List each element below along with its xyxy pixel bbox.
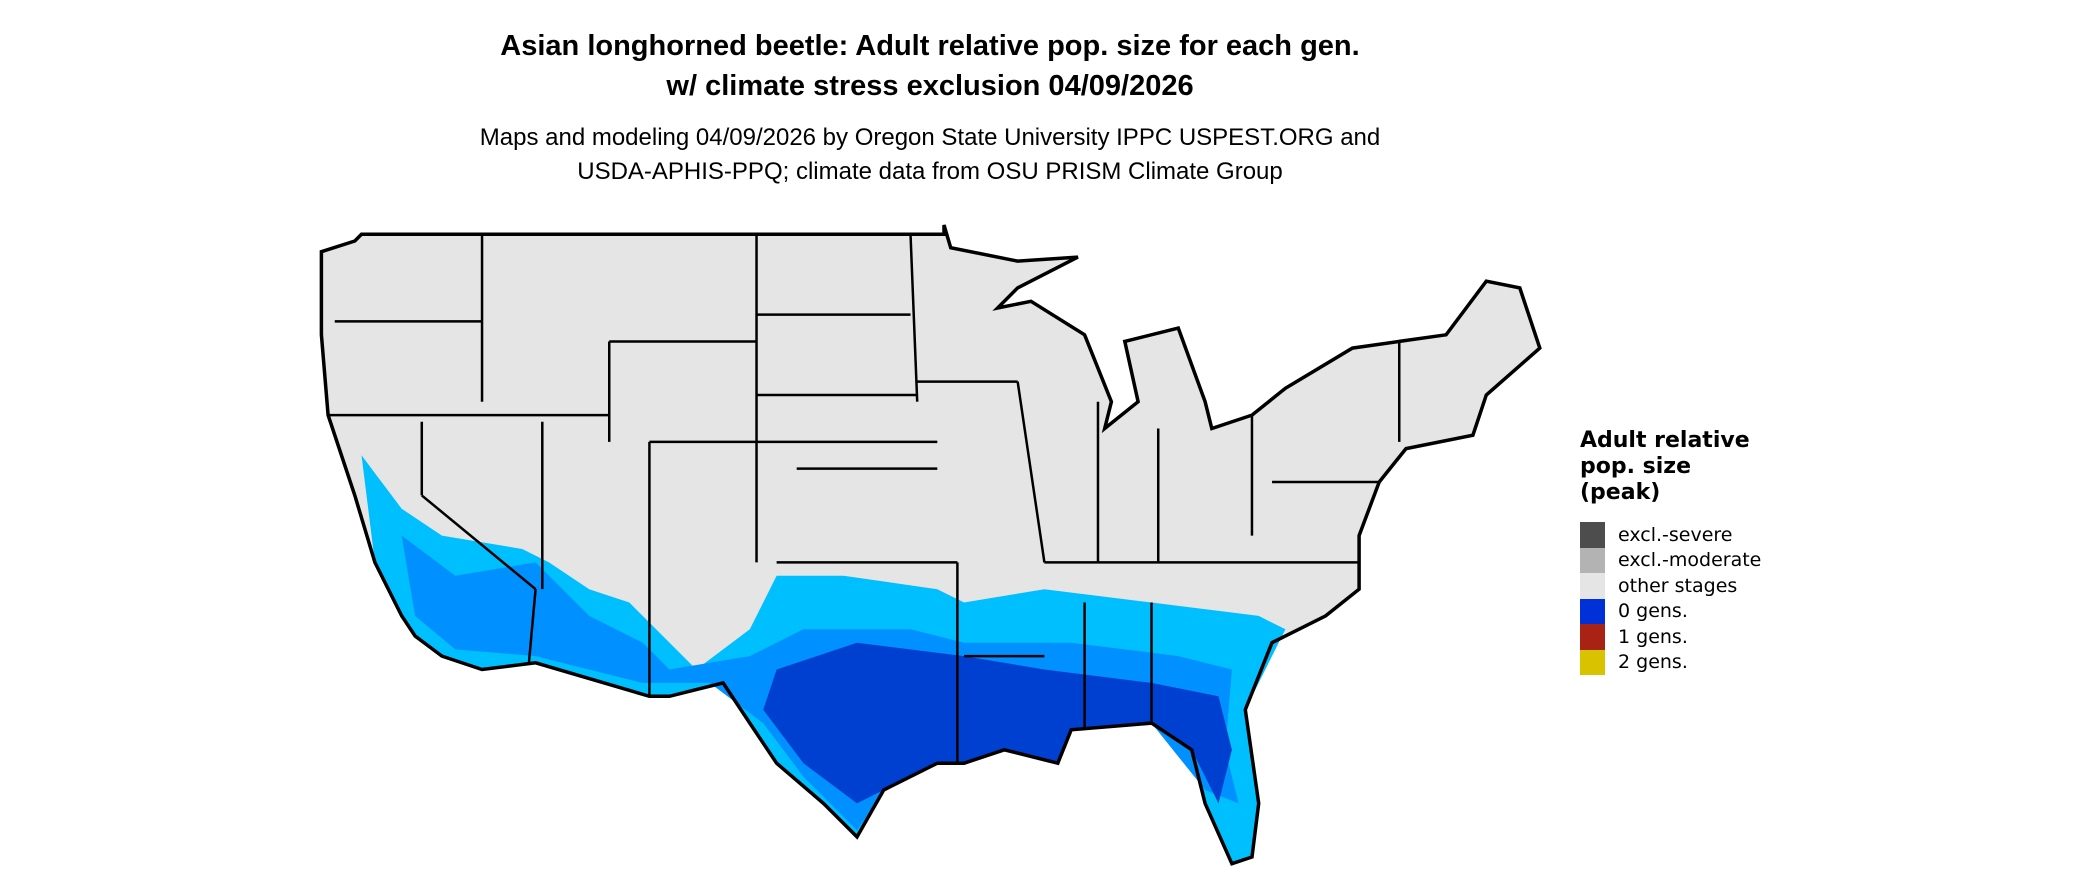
legend-label: 0 gens. — [1618, 600, 1688, 623]
legend-swatch — [1580, 624, 1605, 650]
map-title-line2: w/ climate stress exclusion 04/09/2026 — [666, 70, 1194, 102]
legend-item: excl.-moderate — [1580, 547, 1762, 573]
subtitle-line2: USDA-APHIS-PPQ; climate data from OSU PR… — [577, 158, 1283, 185]
zone-dark-blue — [763, 642, 1232, 804]
legend-swatch — [1580, 598, 1605, 624]
legend-label: excl.-moderate — [1618, 549, 1762, 572]
legend-label: other stages — [1618, 574, 1738, 597]
legend-item: 2 gens. — [1580, 649, 1761, 675]
map-title-line1: Asian longhorned beetle: Adult relative … — [500, 30, 1360, 62]
legend-item: other stages — [1580, 573, 1761, 599]
state-borders — [328, 234, 1401, 764]
legend-label: excl.-severe — [1618, 523, 1733, 546]
legend: Adult relative pop. size (peak) excl.-se… — [1580, 428, 1761, 675]
state-border-line — [909, 234, 919, 402]
legend-swatch — [1580, 649, 1605, 675]
legend-label: 1 gens. — [1618, 625, 1688, 648]
state-border-line — [420, 494, 537, 591]
legend-swatch — [1580, 522, 1605, 548]
subtitle-line1: Maps and modeling 04/09/2026 by Oregon S… — [479, 124, 1381, 151]
legend-item: 1 gens. — [1580, 624, 1761, 650]
legend-item: 0 gens. — [1580, 598, 1761, 624]
state-border-line — [1016, 381, 1046, 563]
state-border-line — [527, 589, 537, 663]
legend-title: Adult relative pop. size (peak) — [1580, 428, 1750, 505]
us-border — [319, 224, 1542, 866]
legend-item: excl.-severe — [1580, 522, 1761, 548]
legend-swatch — [1580, 547, 1605, 573]
legend-label: 2 gens. — [1618, 651, 1688, 674]
legend-swatch — [1580, 573, 1605, 599]
